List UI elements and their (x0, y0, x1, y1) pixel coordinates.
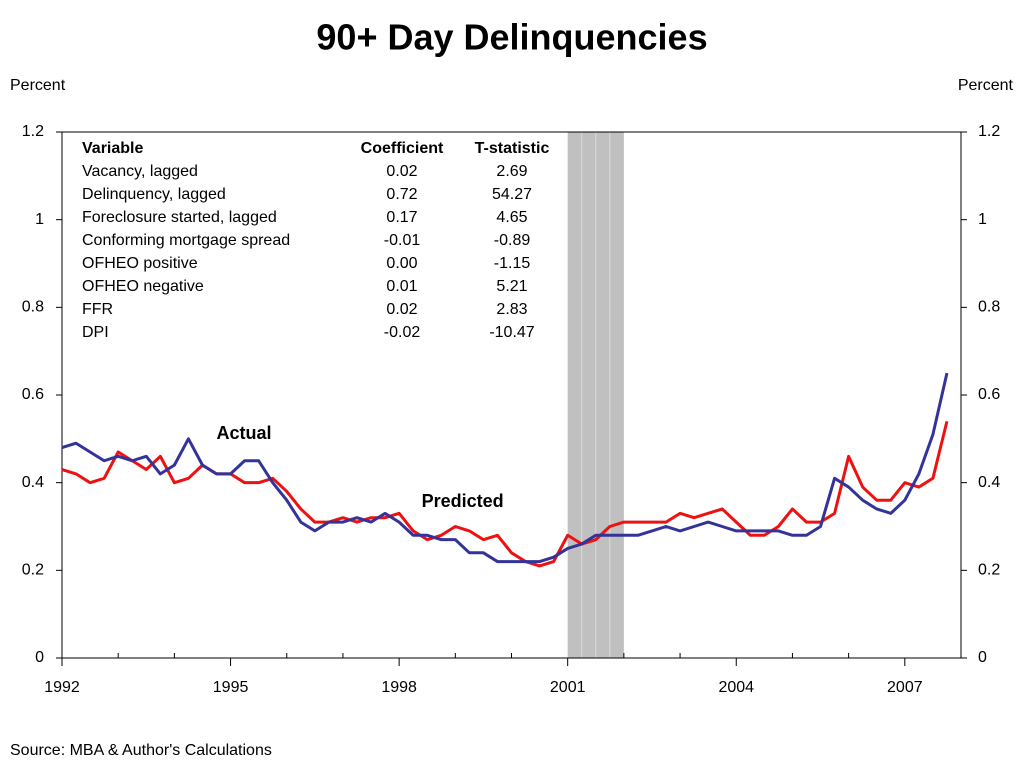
table-cell: -0.01 (384, 232, 421, 249)
table-cell: FFR (82, 301, 113, 318)
chart-title: 90+ Day Delinquencies (316, 17, 707, 58)
y-tick-label: 1.2 (22, 123, 44, 140)
y2-tick-label: 1 (978, 211, 987, 228)
table-cell: Conforming mortgage spread (82, 232, 290, 249)
table-cell: 0.72 (386, 186, 417, 203)
x-tick-label: 2007 (887, 679, 923, 696)
y-tick-label: 0.6 (22, 386, 44, 403)
table-cell: 0.02 (386, 301, 417, 318)
y-tick-label: 0.4 (22, 474, 44, 491)
table-cell: 0.01 (386, 278, 417, 295)
y2-tick-label: 0.4 (978, 474, 1000, 491)
x-tick-label: 1995 (213, 679, 249, 696)
table-cell: 0.02 (386, 163, 417, 180)
y2-tick-label: 0.6 (978, 386, 1000, 403)
table-cell: -0.89 (494, 232, 531, 249)
table-cell: 2.69 (496, 163, 527, 180)
table-cell: OFHEO positive (82, 255, 198, 272)
table-cell: 4.65 (496, 209, 527, 226)
y2-tick-label: 0.2 (978, 562, 1000, 579)
table-cell: Delinquency, lagged (82, 186, 226, 203)
series-line (61, 372, 949, 564)
series-annotation: Actual (217, 423, 272, 443)
y2-axis-label: Percent (958, 77, 1014, 94)
y-tick-label: 0.2 (22, 562, 44, 579)
y-axis-label: Percent (10, 77, 66, 94)
table-header: Coefficient (361, 140, 444, 157)
table-cell: 0.00 (386, 255, 417, 272)
x-tick-label: 2001 (550, 679, 586, 696)
y-tick-label: 0.8 (22, 299, 44, 316)
table-cell: Foreclosure started, lagged (82, 209, 277, 226)
y-tick-label: 0 (35, 649, 44, 666)
y-tick-label: 1 (35, 211, 44, 228)
y2-tick-label: 0 (978, 649, 987, 666)
table-cell: DPI (82, 324, 109, 341)
table-cell: Vacancy, lagged (82, 163, 198, 180)
series-line (61, 420, 949, 568)
x-tick-label: 1998 (381, 679, 417, 696)
table-cell: 54.27 (492, 186, 532, 203)
table-cell: -0.02 (384, 324, 421, 341)
table-cell: -1.15 (494, 255, 531, 272)
y2-tick-label: 1.2 (978, 123, 1000, 140)
table-header: T-statistic (475, 140, 550, 157)
x-tick-label: 2004 (718, 679, 754, 696)
table-cell: 5.21 (496, 278, 527, 295)
table-header: Variable (82, 140, 143, 157)
table-cell: OFHEO negative (82, 278, 204, 295)
y2-tick-label: 0.8 (978, 299, 1000, 316)
table-cell: 2.83 (496, 301, 527, 318)
table-cell: 0.17 (386, 209, 417, 226)
source-note: Source: MBA & Author's Calculations (10, 742, 272, 759)
series-annotation: Predicted (422, 491, 504, 511)
x-tick-label: 1992 (44, 679, 80, 696)
table-cell: -10.47 (489, 324, 534, 341)
